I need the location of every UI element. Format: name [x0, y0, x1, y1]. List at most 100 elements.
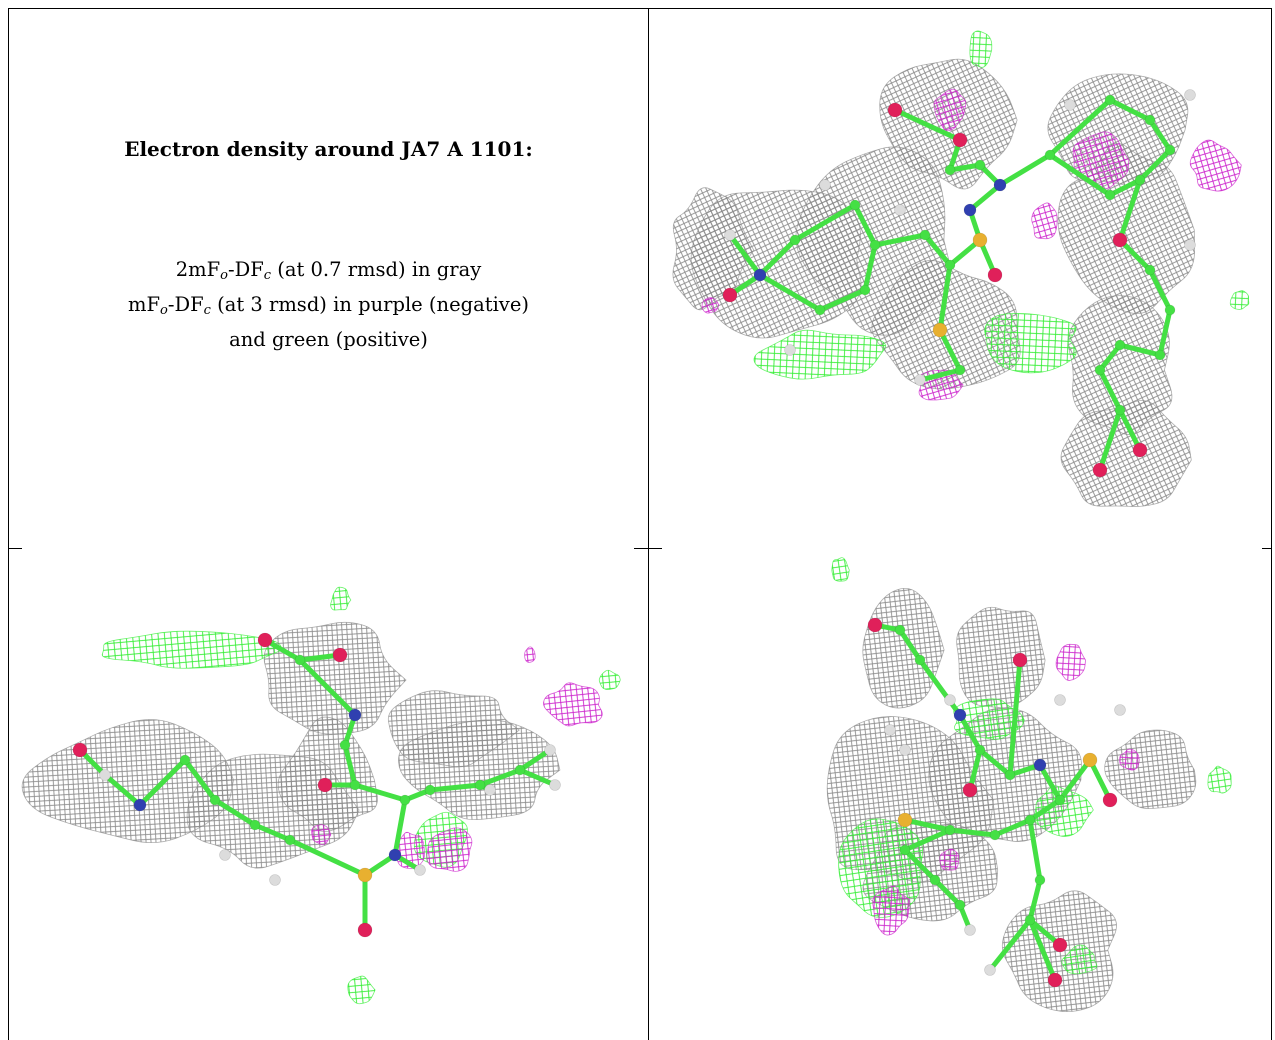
- bond: [477, 767, 523, 788]
- atom: [899, 844, 911, 856]
- atom: [993, 178, 1007, 192]
- legend-line-positive: and green (positive): [229, 328, 428, 351]
- bond: [1027, 817, 1043, 883]
- atom: [424, 784, 436, 796]
- bond: [977, 747, 1013, 778]
- bond: [892, 107, 963, 143]
- table-right-border: [1271, 8, 1272, 1040]
- atom: [1092, 462, 1108, 478]
- density-positive-mesh: [347, 975, 376, 1005]
- atom: [1114, 404, 1126, 416]
- bond: [392, 797, 408, 858]
- density-negative-mesh: [543, 682, 603, 727]
- bond: [937, 262, 953, 333]
- bond: [852, 202, 878, 248]
- atom: [1134, 174, 1146, 186]
- atom: [814, 304, 826, 316]
- atom: [897, 812, 913, 828]
- atom: [1114, 339, 1126, 351]
- atom: [859, 284, 871, 296]
- atom: [549, 779, 561, 791]
- bond: [1147, 267, 1173, 313]
- bond: [1047, 97, 1113, 158]
- atom: [929, 874, 941, 886]
- atom: [1012, 652, 1028, 668]
- atom: [544, 744, 556, 756]
- atom: [1004, 769, 1016, 781]
- atom: [1033, 758, 1047, 772]
- legend-line-2fofc: 2mFo-DFc (at 0.7 rmsd) in gray: [175, 258, 482, 283]
- atom: [219, 849, 231, 861]
- atom: [388, 848, 402, 862]
- density-negative-mesh: [939, 848, 960, 871]
- atom: [1047, 972, 1063, 988]
- density-negative-mesh: [1119, 748, 1140, 771]
- atom: [332, 647, 348, 663]
- bond: [1107, 97, 1153, 123]
- atom: [789, 234, 801, 246]
- bond: [967, 182, 1003, 213]
- bond: [1117, 342, 1163, 358]
- bond: [757, 237, 798, 278]
- table-left-border: [8, 8, 9, 1040]
- density-negative-mesh: [701, 297, 720, 314]
- density-positive-mesh: [969, 30, 993, 68]
- atom: [989, 829, 1001, 841]
- bond: [1007, 657, 1023, 778]
- atom: [952, 132, 968, 148]
- density-positive-mesh: [101, 630, 283, 669]
- atom: [867, 617, 883, 633]
- bond: [1117, 177, 1143, 243]
- atom: [849, 199, 861, 211]
- bond: [902, 817, 953, 833]
- bond: [917, 367, 963, 383]
- atom: [919, 229, 931, 241]
- bond: [1097, 367, 1123, 413]
- bond: [1057, 757, 1093, 803]
- atom: [972, 232, 988, 248]
- atom: [914, 654, 926, 666]
- atom: [1054, 794, 1066, 806]
- atom: [954, 364, 966, 376]
- atom: [474, 779, 486, 791]
- bond: [902, 827, 953, 853]
- bond: [517, 767, 558, 788]
- bond: [902, 847, 938, 883]
- density-negative-mesh: [1031, 202, 1058, 240]
- atom: [1082, 752, 1098, 768]
- bond: [987, 917, 1033, 973]
- bond: [997, 152, 1053, 188]
- bond: [937, 327, 963, 373]
- bond: [1027, 797, 1063, 823]
- density-2fofc-mesh: [672, 187, 755, 311]
- bond: [297, 657, 358, 718]
- atom: [887, 102, 903, 118]
- density-2fofc-mesh: [862, 587, 945, 709]
- atom: [1184, 89, 1196, 101]
- atom: [753, 268, 767, 282]
- density-2fofc-mesh: [956, 606, 1046, 709]
- density-2fofc-mesh: [277, 716, 378, 833]
- bond: [992, 817, 1033, 838]
- atom: [944, 164, 956, 176]
- atom: [1034, 874, 1046, 886]
- atom: [349, 779, 361, 791]
- density-positive-mesh: [1207, 765, 1232, 794]
- bond: [757, 272, 823, 313]
- row-divider-left: [8, 548, 22, 549]
- density-negative-mesh: [1189, 139, 1242, 192]
- table-top-border: [8, 8, 1272, 9]
- atom: [944, 259, 956, 271]
- atom: [954, 899, 966, 911]
- bond: [252, 822, 293, 843]
- bond: [872, 232, 928, 248]
- atom: [932, 322, 948, 338]
- atom: [1094, 364, 1106, 376]
- atom: [963, 203, 977, 217]
- bond: [182, 757, 218, 803]
- atom: [1104, 189, 1116, 201]
- legend-line-fofc: mFo-DFc (at 3 rmsd) in purple (negative): [128, 293, 529, 318]
- atom: [1184, 239, 1196, 251]
- atom: [357, 867, 373, 883]
- atom: [894, 624, 906, 636]
